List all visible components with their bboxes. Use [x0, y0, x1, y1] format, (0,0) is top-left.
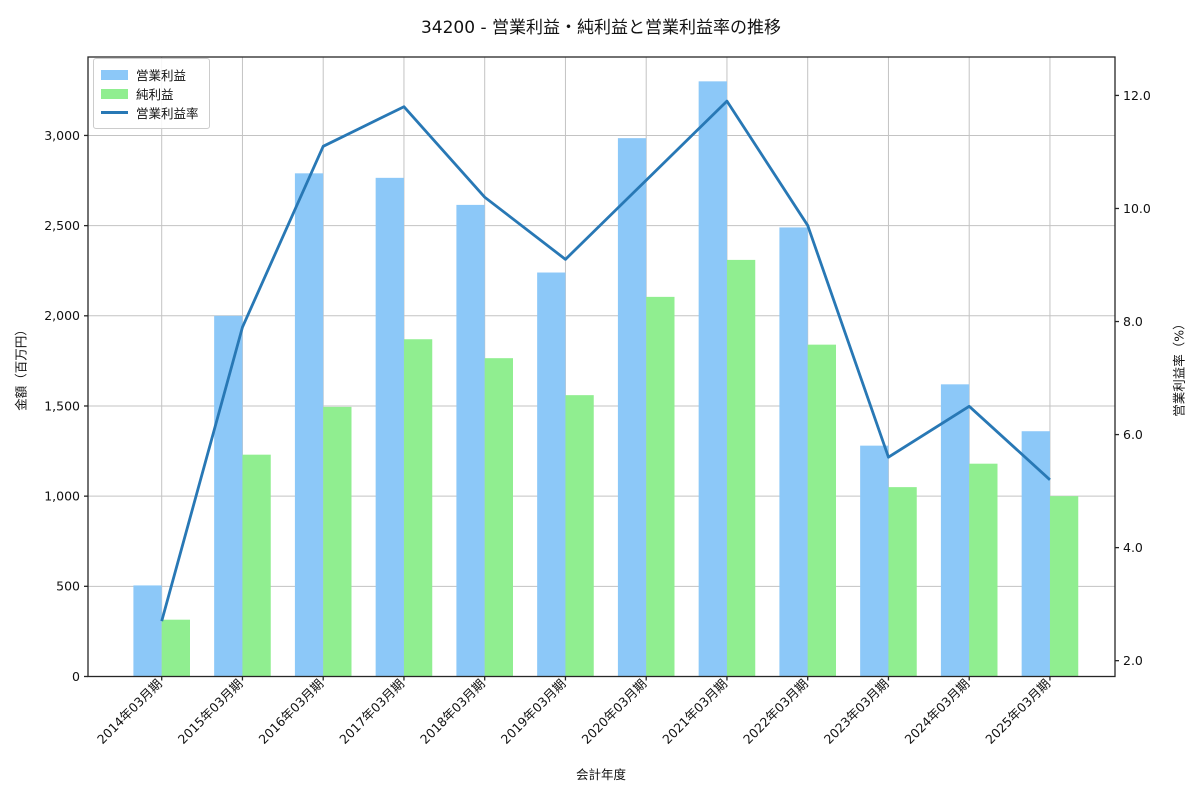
- y-tick-label-left: 3,000: [44, 128, 80, 143]
- legend-label-operating-profit: 営業利益: [136, 68, 187, 83]
- legend-item-operating-profit: 営業利益: [101, 65, 199, 84]
- x-tick-label-9: 2023年03月期: [821, 676, 892, 747]
- x-tick-label-1: 2015年03月期: [175, 676, 246, 747]
- bar-operating-profit-4: [456, 204, 485, 677]
- bar-net-profit-11: [1049, 496, 1079, 677]
- bar-operating-profit-0: [133, 585, 162, 677]
- y-tick-label-right: 12.0: [1123, 88, 1151, 103]
- legend-swatch-net-profit: [101, 88, 128, 99]
- x-tick-label-6: 2020年03月期: [578, 676, 649, 747]
- legend-swatch-operating-margin: [101, 111, 128, 114]
- bar-operating-profit-9: [860, 445, 889, 677]
- bar-operating-profit-3: [375, 177, 404, 677]
- bar-net-profit-8: [807, 344, 836, 677]
- bar-operating-profit-10: [940, 384, 970, 677]
- y-tick-label-right: 10.0: [1123, 201, 1151, 216]
- bar-net-profit-3: [403, 339, 433, 677]
- y-tick-label-right: 4.0: [1123, 540, 1143, 555]
- legend-swatch-operating-profit: [101, 69, 128, 80]
- bar-net-profit-10: [969, 463, 998, 677]
- x-tick-label-3: 2017年03月期: [336, 676, 407, 747]
- plot-border: [87, 56, 1116, 678]
- y-axis-label-right: 営業利益率（%）: [1171, 317, 1187, 417]
- y-tick-label-left: 1,000: [44, 489, 80, 504]
- y-tick-label-left: 1,500: [44, 398, 80, 413]
- line-operating-margin: [160, 99, 1051, 622]
- bar-net-profit-6: [646, 296, 675, 677]
- x-tick-label-5: 2019年03月期: [498, 676, 569, 747]
- bar-net-profit-5: [565, 395, 594, 677]
- y-tick-label-right: 8.0: [1123, 314, 1143, 329]
- legend-label-operating-margin: 営業利益率: [136, 106, 199, 121]
- y-tick-label-left: 2,500: [44, 218, 80, 233]
- x-tick-label-11: 2025年03月期: [982, 676, 1053, 747]
- y-tick-label-left: 0: [72, 669, 80, 684]
- legend-item-operating-margin: 営業利益率: [101, 103, 199, 122]
- bar-operating-profit-1: [214, 315, 243, 677]
- chart-title: 34200 - 営業利益・純利益と営業利益率の推移: [420, 18, 782, 38]
- x-tick-label-10: 2024年03月期: [901, 676, 972, 747]
- bar-net-profit-0: [161, 619, 190, 677]
- x-tick-label-0: 2014年03月期: [94, 676, 165, 747]
- x-tick-label-8: 2022年03月期: [740, 676, 811, 747]
- bar-operating-profit-7: [698, 81, 727, 677]
- y-tick-label-right: 2.0: [1123, 653, 1143, 668]
- legend-item-net-profit: 純利益: [101, 84, 199, 103]
- bar-operating-profit-8: [779, 227, 808, 677]
- bar-net-profit-2: [323, 406, 352, 677]
- bar-net-profit-4: [484, 358, 513, 677]
- x-tick-label-7: 2021年03月期: [659, 676, 730, 747]
- y-tick-label-left: 2,000: [44, 308, 80, 323]
- x-tick-label-2: 2016年03月期: [255, 676, 326, 747]
- bar-net-profit-9: [888, 487, 917, 677]
- x-axis-label: 会計年度: [575, 767, 627, 782]
- bar-net-profit-7: [726, 259, 756, 677]
- legend-label-net-profit: 純利益: [136, 87, 174, 102]
- bar-operating-profit-2: [294, 173, 324, 677]
- x-tick-label-4: 2018年03月期: [417, 676, 488, 747]
- bar-operating-profit-11: [1021, 431, 1050, 677]
- legend: 営業利益純利益営業利益率: [93, 58, 210, 129]
- y-tick-label-left: 500: [56, 579, 80, 594]
- bar-operating-profit-6: [617, 138, 647, 677]
- y-axis-label-left: 金額（百万円）: [13, 323, 29, 411]
- bar-net-profit-1: [242, 454, 271, 677]
- bar-operating-profit-5: [537, 272, 566, 677]
- y-tick-label-right: 6.0: [1123, 427, 1143, 442]
